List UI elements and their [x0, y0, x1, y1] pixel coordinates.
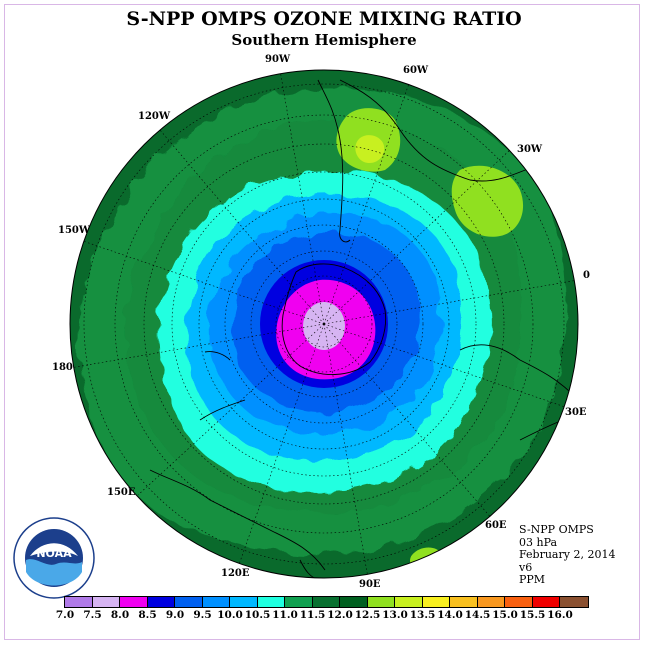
colorbar-tick-label: 14.0 [437, 609, 463, 621]
colorbar-swatch [560, 597, 588, 607]
lon-label-60w: 60W [403, 65, 429, 76]
colorbar-tick-label: 14.5 [464, 609, 491, 621]
colorbar-tick-label: 11.0 [272, 609, 298, 621]
lon-label-60e: 60E [485, 520, 507, 531]
info-block: S-NPP OMPS 03 hPa February 2, 2014 v6 PP… [519, 523, 616, 587]
colorbar-tick-label: 16.0 [547, 609, 573, 621]
colorbar-tick-label: 9.0 [165, 609, 185, 621]
instrument-label: S-NPP OMPS [519, 523, 594, 536]
colorbar-swatch [312, 597, 340, 607]
high-atlantic [451, 165, 524, 237]
colorbar-ticks: 7.0 7.5 8.0 8.5 9.0 9.5 10.0 10.5 11.0 11.5 12.0 12… [0, 609, 648, 623]
colorbar-swatch [395, 597, 423, 607]
colorbar-tick-label: 9.5 [193, 609, 212, 621]
lon-label-30w: 30W [517, 144, 543, 155]
lon-label-180: 180 [52, 362, 73, 373]
colorbar-tick-label: 10.0 [217, 609, 243, 621]
colorbar-tick-label: 8.0 [110, 609, 130, 621]
lon-label-30e: 30E [565, 407, 587, 418]
colorbar-tick-label: 12.5 [354, 609, 381, 621]
colorbar-tick-label: 7.5 [83, 609, 102, 621]
version-label: v6 [519, 560, 533, 574]
colorbar-swatch [285, 597, 313, 607]
noaa-logo-text: NOAA [36, 547, 72, 560]
colorbar-tick-label: 13.0 [382, 609, 408, 621]
ozone-field [70, 70, 578, 578]
pressure-level: 03 hPa [519, 535, 558, 549]
colorbar-swatch [422, 597, 450, 607]
colorbar-swatch [532, 597, 560, 607]
colorbar-swatch [257, 597, 285, 607]
graticule [70, 70, 578, 578]
colorbar-swatch [505, 597, 533, 607]
colorbar-tick-label: 8.5 [138, 609, 157, 621]
colorbar-swatch [92, 597, 120, 607]
lon-label-120e: 120E [221, 568, 250, 579]
page-subtitle: Southern Hemisphere [231, 31, 417, 49]
colorbar-swatch [202, 597, 230, 607]
colorbar-swatch [477, 597, 505, 607]
colorbar-tick-label: 11.5 [299, 609, 326, 621]
colorbar-swatch [340, 597, 368, 607]
lon-label-90e: 90E [359, 579, 381, 590]
date-label: February 2, 2014 [519, 548, 616, 561]
noaa-logo: NOAA [13, 517, 95, 599]
units-label: PPM [519, 573, 546, 586]
coastlines [149, 79, 578, 578]
lon-label-90w: 90W [265, 54, 291, 65]
colorbar-tick-label: 13.5 [409, 609, 436, 621]
high-pacific-core [355, 135, 385, 164]
colorbar [64, 596, 589, 608]
colorbar-tick-label: 15.5 [519, 609, 546, 621]
colorbar-tick-label: 10.5 [244, 609, 271, 621]
colorbar-tick-label: 7.0 [55, 609, 75, 621]
colorbar-tick-label: 15.0 [492, 609, 518, 621]
lon-label-150w: 150W [58, 225, 91, 236]
colorbar-swatch [230, 597, 258, 607]
colorbar-swatch [175, 597, 203, 607]
colorbar-swatch [367, 597, 395, 607]
page-title: S-NPP OMPS OZONE MIXING RATIO [126, 8, 522, 30]
colorbar-swatch [450, 597, 478, 607]
colorbar-swatch [120, 597, 148, 607]
lon-label-150e: 150E [107, 487, 136, 498]
page-frame [4, 4, 640, 640]
colorbar-tick-label: 12.0 [327, 609, 353, 621]
lon-label-120w: 120W [138, 111, 171, 122]
lon-label-0: 0 [583, 270, 590, 281]
colorbar-swatch [147, 597, 175, 607]
colorbar-swatch [65, 597, 93, 607]
